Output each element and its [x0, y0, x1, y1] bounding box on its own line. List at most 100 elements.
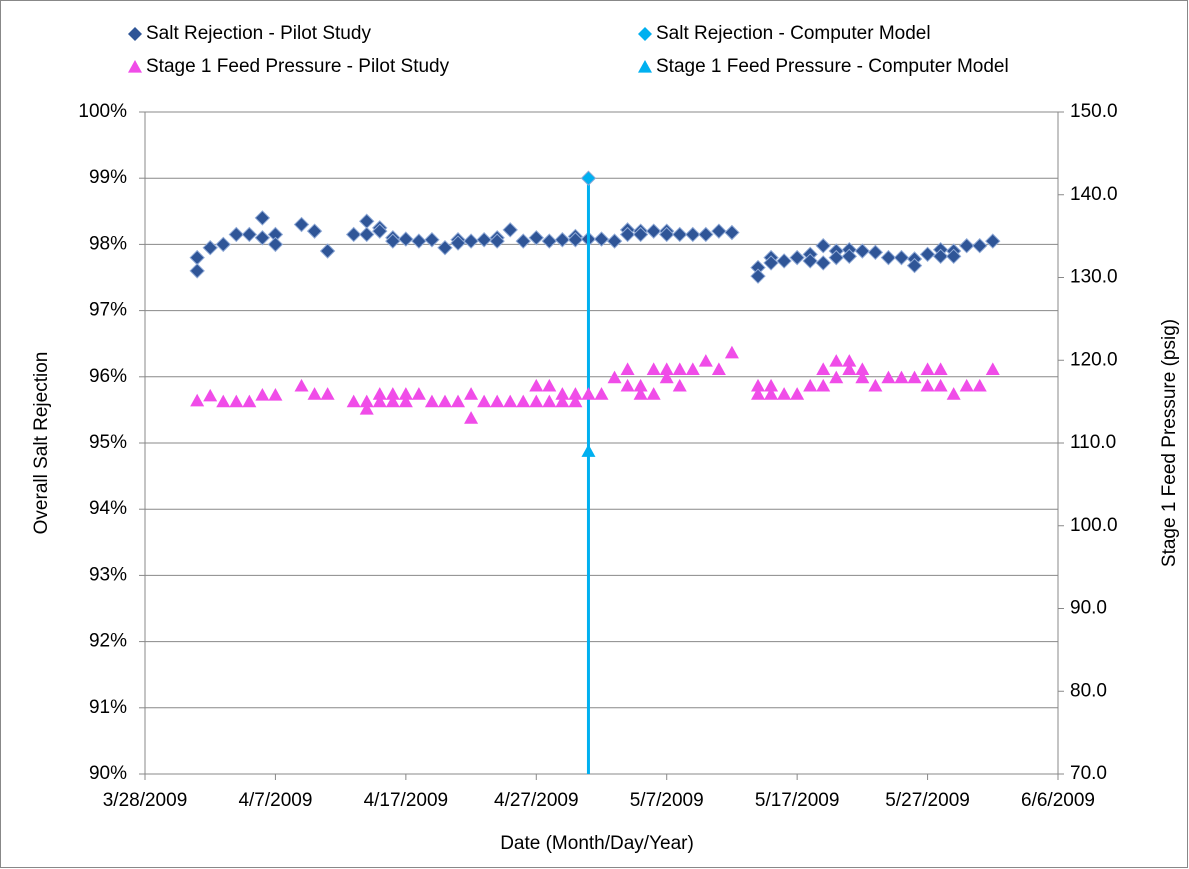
- point: [672, 378, 687, 392]
- point: [190, 393, 205, 407]
- point: [945, 248, 962, 265]
- point: [398, 394, 413, 408]
- point: [816, 362, 831, 375]
- point: [477, 394, 492, 408]
- point: [424, 232, 440, 248]
- point: [215, 236, 231, 253]
- point: [319, 243, 336, 259]
- point: [855, 370, 870, 384]
- point: [841, 248, 858, 265]
- point: [528, 230, 544, 246]
- point: [241, 226, 258, 243]
- y-tick-label: 98%: [89, 233, 127, 254]
- y-tick-label: 93%: [89, 564, 127, 585]
- point: [594, 387, 609, 400]
- point: [306, 223, 323, 239]
- y-tick-label: 94%: [89, 498, 127, 519]
- point: [842, 362, 857, 375]
- y2-tick-label: 90.0: [1070, 598, 1107, 619]
- point: [203, 388, 218, 402]
- legend-label: Salt Rejection - Computer Model: [656, 23, 931, 44]
- point: [906, 257, 923, 274]
- point: [659, 226, 675, 243]
- y-axis-title: Overall Salt Rejection: [31, 352, 52, 535]
- point: [490, 394, 505, 408]
- point: [189, 263, 205, 279]
- point: [920, 362, 935, 375]
- point: [267, 236, 284, 253]
- point: [620, 362, 635, 375]
- point: [685, 362, 700, 375]
- legend-label: Stage 1 Feed Pressure - Pilot Study: [146, 56, 450, 77]
- point: [646, 362, 661, 375]
- point: [972, 378, 987, 392]
- point: [919, 246, 936, 263]
- point: [672, 226, 688, 243]
- point: [502, 222, 518, 238]
- y-tick-label: 96%: [89, 366, 127, 387]
- point: [450, 235, 466, 251]
- point: [489, 233, 505, 249]
- point: [385, 394, 400, 408]
- point: [751, 387, 766, 400]
- point: [724, 345, 739, 359]
- point: [868, 378, 883, 392]
- point: [633, 387, 648, 400]
- point: [229, 394, 244, 408]
- point: [855, 362, 870, 375]
- point: [554, 232, 571, 248]
- point: [985, 233, 1001, 249]
- point: [828, 249, 844, 266]
- point: [359, 394, 374, 408]
- point: [529, 394, 544, 408]
- legend-marker: [638, 27, 652, 41]
- point: [254, 210, 271, 226]
- y2-tick-label: 130.0: [1070, 267, 1118, 288]
- point: [920, 378, 935, 392]
- x-tick-label: 5/7/2009: [630, 790, 704, 811]
- point: [242, 394, 257, 408]
- point: [202, 240, 218, 256]
- point: [764, 378, 779, 392]
- point: [881, 370, 896, 384]
- point: [633, 378, 648, 392]
- point: [620, 378, 635, 392]
- point: [867, 244, 884, 261]
- point: [581, 387, 596, 400]
- point: [685, 226, 701, 243]
- point: [567, 232, 584, 248]
- point: [893, 249, 910, 266]
- point: [398, 387, 413, 400]
- point: [711, 362, 726, 375]
- x-tick-label: 3/28/2009: [103, 790, 188, 811]
- x-tick-label: 6/6/2009: [1021, 790, 1095, 811]
- point: [411, 233, 427, 249]
- point: [933, 362, 948, 375]
- point: [228, 226, 245, 243]
- point: [815, 238, 831, 254]
- point: [464, 411, 479, 424]
- point: [659, 370, 674, 384]
- point: [763, 255, 779, 271]
- point: [463, 233, 479, 249]
- point: [424, 394, 439, 408]
- point: [385, 233, 401, 249]
- y2-axis-title: Stage 1 Feed Pressure (psig): [1159, 319, 1180, 567]
- point: [359, 402, 374, 415]
- point: [568, 387, 583, 400]
- point: [294, 378, 309, 392]
- point: [529, 378, 544, 392]
- point: [816, 378, 831, 392]
- point: [645, 223, 662, 239]
- y2-tick-label: 140.0: [1070, 184, 1118, 205]
- y2-tick-label: 100.0: [1070, 515, 1118, 536]
- point: [698, 354, 713, 367]
- point: [711, 223, 727, 239]
- point: [972, 238, 988, 254]
- x-tick-label: 5/17/2009: [755, 790, 840, 811]
- point: [255, 388, 270, 401]
- point: [606, 233, 623, 249]
- y-tick-label: 100%: [78, 101, 127, 122]
- x-axis-title: Date (Month/Day/Year): [500, 833, 694, 854]
